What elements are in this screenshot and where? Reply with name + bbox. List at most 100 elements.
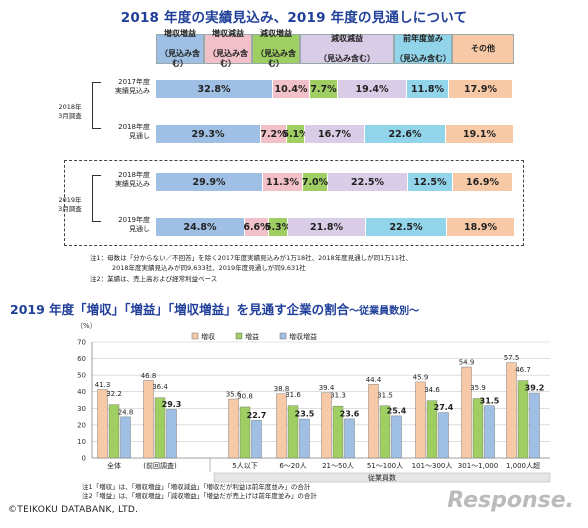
data-label-1-6: 34.6	[424, 386, 440, 394]
group-label-0-line1: 2018年	[58, 103, 82, 111]
bar-2-3	[299, 418, 310, 459]
data-label-2-2: 22.7	[247, 411, 267, 420]
segment-r2-s2: 7.0%	[302, 173, 328, 191]
data-label-2-1: 29.3	[162, 400, 182, 409]
header-cell-3-line2: （見込み含む）	[319, 54, 375, 63]
category-label-5: 51～100人	[367, 462, 403, 470]
bar-0-8	[506, 362, 517, 459]
segment-r2-s1: 11.3%	[263, 173, 303, 191]
segment-r1-s5: 19.1%	[446, 125, 514, 143]
row-label-0: 2017年度 実績見込み	[90, 78, 150, 97]
legend-label-1: 増益	[245, 332, 259, 341]
bar-0-5	[368, 384, 379, 459]
row-label-3-line2: 見通し	[129, 225, 150, 234]
segment-r2-s5: 16.9%	[453, 173, 513, 191]
header-cell-4-line2: （見込み含む）	[395, 54, 451, 63]
note-1a: 注1：母数は「分からない／不回答」を除く2017年度実績見込みが1万18社、20…	[90, 254, 413, 262]
header-cell-4: 前年度並み （見込み含む）	[394, 34, 452, 64]
header-cell-4-line1: 前年度並み	[403, 34, 443, 43]
data-label-0-8: 57.5	[504, 354, 520, 362]
segment-r1-s3: 16.7%	[305, 125, 365, 143]
data-label-0-6: 45.9	[413, 373, 429, 381]
y-tick-0: 0	[82, 455, 86, 463]
row-label-1-line2: 見通し	[129, 132, 150, 141]
data-label-1-3: 31.6	[285, 391, 301, 399]
bar-1-0	[108, 404, 120, 459]
header-cell-2: 減収増益 （見込み含む）	[252, 29, 300, 68]
bar-2-7	[484, 405, 495, 459]
segment-r0-s5: 17.9%	[449, 80, 513, 98]
category-label-4: 21～50人	[322, 462, 354, 470]
segment-r3-s3: 21.8%	[288, 218, 366, 236]
response-logo: Response.	[447, 488, 574, 513]
bottom-chart-title-sub: ～従業員数別～	[349, 306, 420, 317]
category-label-6: 101～300人	[412, 462, 453, 470]
data-label-1-2: 30.8	[237, 392, 253, 400]
segment-r2-s4: 12.5%	[408, 173, 453, 191]
note-bottom-1: 注1「増収」は、「増収増益」「増収減益」「増収だが利益は前年度並み」の合計	[82, 483, 311, 491]
data-label-1-4: 31.3	[330, 392, 346, 400]
y-tick-7: 70	[77, 339, 86, 347]
bar-2-1	[166, 409, 177, 459]
bar-1-4	[332, 405, 344, 459]
data-label-2-4: 23.6	[340, 409, 360, 418]
row-label-0-line1: 2017年度	[118, 78, 150, 86]
header-cell-1-line1: 増収減益	[212, 29, 244, 38]
header-cell-1: 増収減益 （見込み含む）	[204, 29, 252, 68]
y-tick-4: 40	[77, 388, 86, 396]
notes-bottom: 注1「増収」は、「増収増益」「増収減益」「増収だが利益は前年度並み」の合計 注2…	[82, 483, 317, 502]
segment-r2-s3: 22.5%	[328, 173, 408, 191]
header-cell-3: 減収減益 （見込み含む）	[300, 34, 394, 64]
employee-group-label: 従業員数	[368, 473, 396, 482]
data-label-2-6: 27.4	[434, 403, 454, 412]
bar-1-5	[379, 405, 391, 459]
segment-r0-s4: 11.8%	[407, 80, 449, 98]
group-bracket-1	[92, 175, 101, 222]
header-cell-1-line2: （見込み含む）	[208, 49, 248, 68]
data-label-0-1: 46.8	[141, 372, 157, 380]
segment-r1-s0: 29.3%	[156, 125, 261, 143]
data-label-0-3: 38.8	[274, 385, 290, 393]
notes-top: 注1：母数は「分からない／不回答」を除く2017年度実績見込みが1万18社、20…	[90, 253, 412, 284]
segment-r3-s5: 18.9%	[447, 218, 515, 236]
bar-1-8	[517, 380, 529, 459]
bar-0-2	[228, 398, 239, 459]
bar-0-1	[143, 380, 154, 459]
data-label-2-3: 23.5	[295, 410, 315, 419]
y-axis-unit: （%）	[76, 322, 97, 330]
segment-r0-s0: 32.8%	[156, 80, 273, 98]
row-label-2: 2018年度 実績見込み	[90, 171, 150, 190]
header-cell-0-line1: 増収増益	[164, 29, 196, 38]
header-cell-5-line1: その他	[471, 44, 495, 53]
category-label-8: 1,000人超	[506, 461, 540, 470]
bottom-chart-title: 2019 年度「増収」「増益」「増収増益」を見通す企業の割合～従業員数別～	[10, 299, 419, 318]
data-label-0-0: 41.3	[95, 381, 111, 389]
group-2019-frame	[64, 160, 524, 246]
segment-r3-s4: 22.5%	[366, 218, 447, 236]
bar-2-8	[529, 392, 540, 459]
row-label-0-line2: 実績見込み	[115, 87, 150, 96]
data-label-0-5: 44.4	[366, 376, 382, 384]
data-label-1-1: 36.4	[152, 383, 168, 391]
header-cell-2-line1: 減収増益	[260, 29, 292, 38]
bar-2-0	[120, 416, 131, 459]
top-chart-title: 2018 年度の実績見込み、2019 年度の見通しについて	[120, 10, 468, 26]
y-tick-1: 10	[77, 438, 86, 446]
copyright: ©TEIKOKU DATABANK, LTD.	[8, 505, 139, 515]
data-label-1-5: 31.5	[377, 391, 393, 399]
group-bracket-0	[92, 82, 101, 129]
bar-1-3	[287, 405, 299, 459]
legend-swatch-0	[191, 332, 199, 340]
legend-label-0: 増収	[201, 332, 215, 341]
bar-0-4	[321, 392, 332, 459]
category-label-2: 5人以下	[232, 462, 257, 470]
data-label-0-4: 39.4	[319, 384, 335, 392]
segment-r3-s0: 24.8%	[156, 218, 245, 236]
category-label-3: 6～20人	[279, 462, 306, 470]
bar-1-6	[426, 400, 438, 459]
data-label-1-8: 46.7	[515, 366, 531, 374]
bottom-chart-title-main: 2019 年度「増収」「増益」「増収増益」を見通す企業の割合	[10, 302, 350, 317]
data-label-2-8: 39.2	[525, 384, 545, 393]
bar-1-7	[472, 398, 484, 459]
segment-r1-s1: 7.2%	[260, 125, 287, 143]
